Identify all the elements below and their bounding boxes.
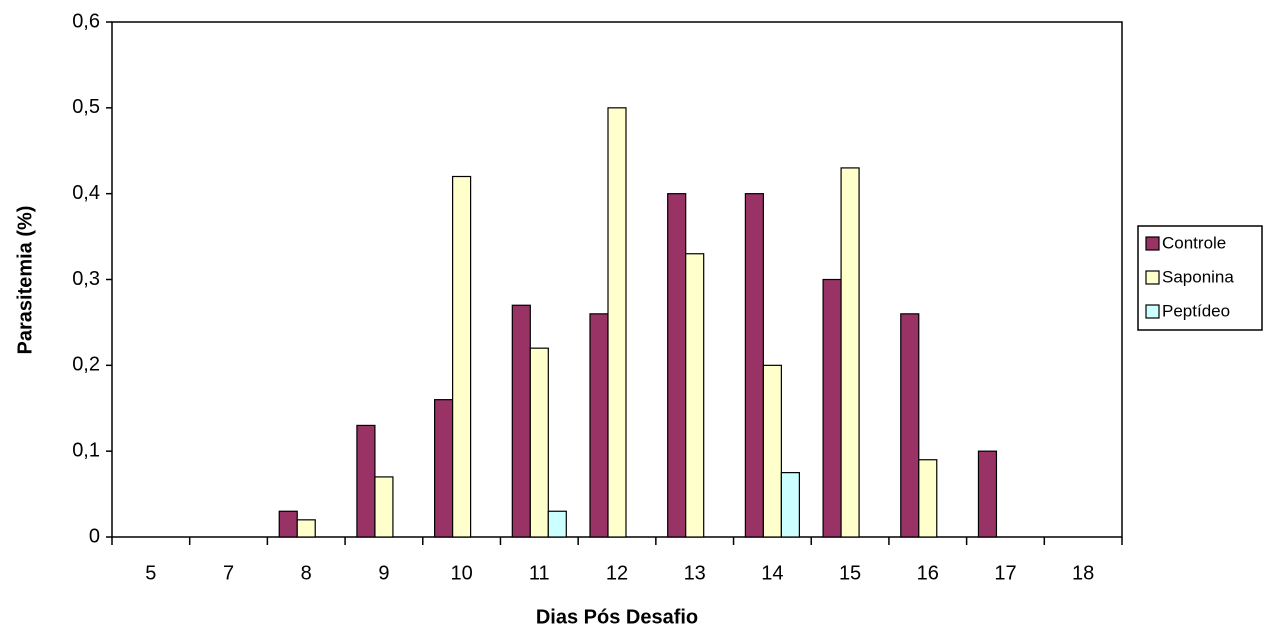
legend-label: Saponina bbox=[1162, 267, 1234, 286]
bar bbox=[744, 193, 764, 538]
bar bbox=[780, 472, 800, 538]
y-tick-label: 0,2 bbox=[72, 354, 100, 376]
y-axis-title: Parasitemia (%) bbox=[14, 206, 36, 355]
bar bbox=[762, 364, 782, 538]
x-tick-label: 17 bbox=[994, 562, 1016, 584]
x-tick-label: 11 bbox=[529, 562, 550, 584]
x-tick-label: 5 bbox=[145, 562, 156, 584]
bar bbox=[977, 450, 998, 538]
legend-swatch bbox=[1145, 236, 1160, 251]
bar bbox=[434, 399, 454, 538]
x-tick-label: 13 bbox=[684, 562, 706, 584]
x-tick-label: 7 bbox=[223, 562, 234, 584]
bar bbox=[529, 347, 549, 538]
bar bbox=[685, 253, 705, 538]
legend-label: Controle bbox=[1162, 233, 1226, 252]
bar bbox=[511, 304, 531, 538]
y-tick-label: 0,3 bbox=[72, 268, 100, 290]
legend-swatch bbox=[1145, 304, 1160, 319]
x-tick-label: 16 bbox=[917, 562, 939, 584]
x-tick-label: 9 bbox=[378, 562, 389, 584]
bar bbox=[278, 510, 298, 538]
bar bbox=[918, 459, 938, 538]
bar bbox=[296, 519, 316, 538]
y-tick-label: 0,4 bbox=[72, 182, 100, 204]
x-tick-label: 10 bbox=[450, 562, 472, 584]
y-tick-label: 0 bbox=[89, 525, 100, 547]
bar bbox=[374, 476, 394, 538]
legend-swatch bbox=[1145, 270, 1160, 285]
x-tick-label: 12 bbox=[606, 562, 628, 584]
bar bbox=[589, 313, 609, 538]
x-tick-label: 15 bbox=[839, 562, 861, 584]
y-tick-label: 0,1 bbox=[72, 439, 100, 461]
y-tick-label: 0,5 bbox=[72, 96, 100, 118]
bar bbox=[667, 193, 687, 538]
legend-label: Peptídeo bbox=[1162, 301, 1230, 320]
x-axis-title: Dias Pós Desafio bbox=[536, 606, 698, 628]
bar bbox=[607, 107, 627, 538]
bar bbox=[840, 167, 860, 538]
bar bbox=[822, 278, 842, 538]
bar bbox=[547, 510, 567, 538]
bar bbox=[900, 313, 920, 538]
x-tick-label: 18 bbox=[1072, 562, 1094, 584]
x-tick-label: 8 bbox=[301, 562, 312, 584]
x-tick-label: 14 bbox=[761, 562, 783, 584]
bar bbox=[356, 424, 376, 538]
bar bbox=[452, 175, 472, 538]
y-tick-label: 0,6 bbox=[72, 10, 100, 32]
